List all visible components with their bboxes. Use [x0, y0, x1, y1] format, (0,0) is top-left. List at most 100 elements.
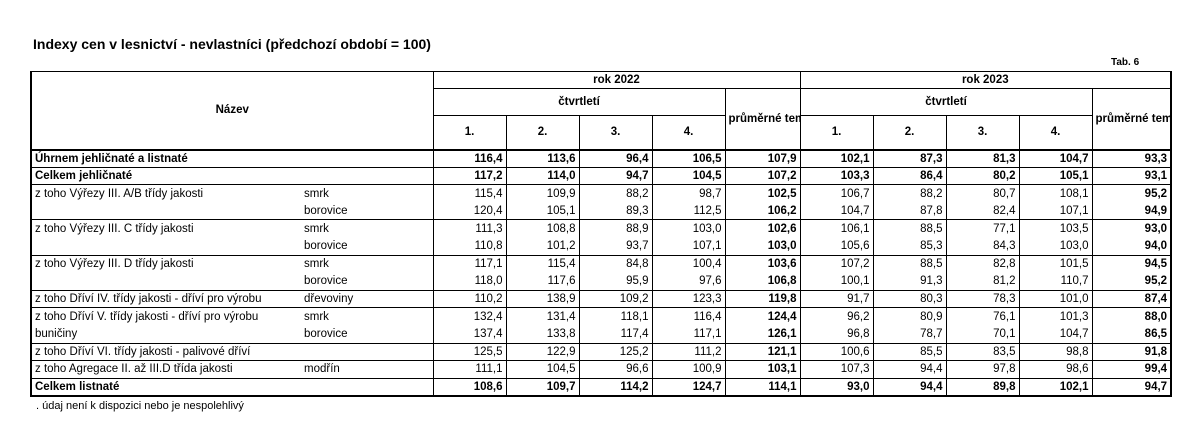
- cell-value: 104,7: [1018, 325, 1093, 344]
- cell-value: 76,1: [945, 307, 1020, 326]
- cell-value: 105,1: [1018, 167, 1093, 186]
- header-quarters-2022: čtvrtletí: [432, 88, 726, 116]
- row-label: z toho Agregace II. až III.D třída jakos…: [30, 360, 301, 379]
- price-index-table: Název rok 2022 rok 2023 čtvrtletí průměr…: [30, 71, 1173, 397]
- cell-value: 102,6: [724, 219, 801, 238]
- table-row: z toho Výřezy III. D třídy jakosti smrk 11…: [30, 254, 1173, 273]
- cell-value: 83,5: [945, 342, 1020, 361]
- cell-value: 88,5: [872, 254, 947, 273]
- cell-value: 108,1: [1018, 184, 1093, 203]
- row-sublabel: [301, 377, 433, 397]
- cell-value: 107,2: [724, 167, 801, 186]
- cell-value: 101,0: [1018, 289, 1093, 308]
- cell-value: 105,1: [505, 202, 580, 220]
- row-sublabel: [301, 342, 433, 361]
- row-label: z toho Dříví VI. třídy jakosti - palivov…: [30, 342, 301, 361]
- cell-value: 80,2: [945, 167, 1020, 186]
- cell-value: 94,7: [578, 167, 653, 186]
- cell-value: 107,1: [1018, 202, 1093, 220]
- cell-value: 97,6: [651, 272, 726, 291]
- cell-value: 96,2: [799, 307, 874, 326]
- cell-value: 115,4: [505, 254, 580, 273]
- row-sublabel: smrk: [301, 219, 433, 238]
- cell-value: 103,6: [724, 254, 801, 273]
- header-q2-2023: 2.: [872, 115, 947, 150]
- cell-value: 103,0: [724, 237, 801, 256]
- cell-value: 85,5: [872, 342, 947, 361]
- cell-value: 100,1: [799, 272, 874, 291]
- cell-value: 95,9: [578, 272, 653, 291]
- cell-value: 88,0: [1091, 307, 1173, 326]
- cell-value: 120,4: [432, 202, 507, 220]
- cell-value: 70,1: [945, 325, 1020, 344]
- cell-value: 101,5: [1018, 254, 1093, 273]
- cell-value: 100,4: [651, 254, 726, 273]
- cell-value: 85,3: [872, 237, 947, 256]
- header-q4-2023: 4.: [1018, 115, 1093, 150]
- cell-value: 137,4: [432, 325, 507, 344]
- cell-value: 101,3: [1018, 307, 1093, 326]
- cell-value: 124,4: [724, 307, 801, 326]
- cell-value: 100,6: [799, 342, 874, 361]
- row-label: z toho Výřezy III. A/B třídy jakosti: [30, 184, 301, 203]
- row-label: z toho Dříví V. třídy jakosti - dříví pr…: [30, 307, 301, 326]
- row-sublabel: [301, 148, 433, 168]
- cell-value: 96,4: [578, 148, 653, 168]
- cell-value: 106,2: [724, 202, 801, 220]
- cell-value: 121,1: [724, 342, 801, 361]
- cell-value: 125,2: [578, 342, 653, 361]
- header-q3-2022: 3.: [578, 115, 653, 150]
- row-sublabel: borovice: [304, 204, 348, 217]
- table-row: z toho Výřezy III. A/B třídy jakosti smrk…: [30, 184, 1173, 203]
- cell-value: 86,4: [872, 167, 947, 186]
- cell-value: 126,1: [724, 325, 801, 344]
- table-row: borovice 120,4 105,1 89,3 112,5 106,2 104,7 87,…: [30, 202, 1173, 220]
- cell-value: 94,4: [872, 377, 947, 397]
- header-name: Název: [30, 71, 434, 150]
- cell-value: 89,3: [578, 202, 653, 220]
- cell-value: 94,0: [1091, 237, 1173, 256]
- table-row: borovice 118,0 117,6 95,9 97,6 106,8 100,1 91,3…: [30, 272, 1173, 291]
- cell-value: 138,9: [505, 289, 580, 308]
- row-sublabel: smrk: [301, 254, 433, 273]
- cell-value: 95,2: [1091, 184, 1173, 203]
- cell-value: 123,3: [651, 289, 726, 308]
- cell-value: 106,7: [799, 184, 874, 203]
- row-label: Celkem listnaté: [30, 377, 301, 397]
- row-sublabel: modřín: [301, 360, 433, 379]
- cell-value: 107,1: [651, 237, 726, 256]
- cell-value: 114,0: [505, 167, 580, 186]
- header-year-2022: rok 2022: [432, 71, 801, 89]
- cell-value: 111,1: [432, 360, 507, 379]
- cell-value: 122,9: [505, 342, 580, 361]
- cell-value: 103,3: [799, 167, 874, 186]
- cell-value: 94,5: [1091, 254, 1173, 273]
- cell-value: 82,4: [945, 202, 1020, 220]
- cell-value: 93,3: [1091, 148, 1173, 168]
- cell-value: 116,4: [432, 148, 507, 168]
- header-quarters-2023: čtvrtletí: [799, 88, 1093, 116]
- cell-value: 110,2: [432, 289, 507, 308]
- row-sublabel: [301, 167, 433, 186]
- cell-value: 80,9: [872, 307, 947, 326]
- cell-value: 103,5: [1018, 219, 1093, 238]
- cell-value: 82,8: [945, 254, 1020, 273]
- cell-value: 109,9: [505, 184, 580, 203]
- cell-value: 104,7: [1018, 148, 1093, 168]
- cell-value: 103,0: [1018, 237, 1093, 256]
- table-number: Tab. 6: [1111, 57, 1140, 68]
- cell-value: 77,1: [945, 219, 1020, 238]
- cell-value: 87,8: [872, 202, 947, 220]
- cell-value: 93,0: [799, 377, 874, 397]
- row-sublabel: borovice: [304, 240, 348, 253]
- cell-value: 95,2: [1091, 272, 1173, 291]
- row-label: Úhrnem jehličnaté a listnaté: [30, 148, 301, 168]
- cell-value: 109,2: [578, 289, 653, 308]
- cell-value: 124,7: [651, 377, 726, 397]
- table-row: Úhrnem jehličnaté a listnaté 116,4 113,6 96…: [30, 148, 1173, 168]
- row-label: z toho Výřezy III. D třídy jakosti: [30, 254, 301, 273]
- header-q4-2022: 4.: [651, 115, 726, 150]
- cell-value: 107,9: [724, 148, 801, 168]
- cell-value: 88,2: [578, 184, 653, 203]
- cell-value: 86,5: [1091, 325, 1173, 344]
